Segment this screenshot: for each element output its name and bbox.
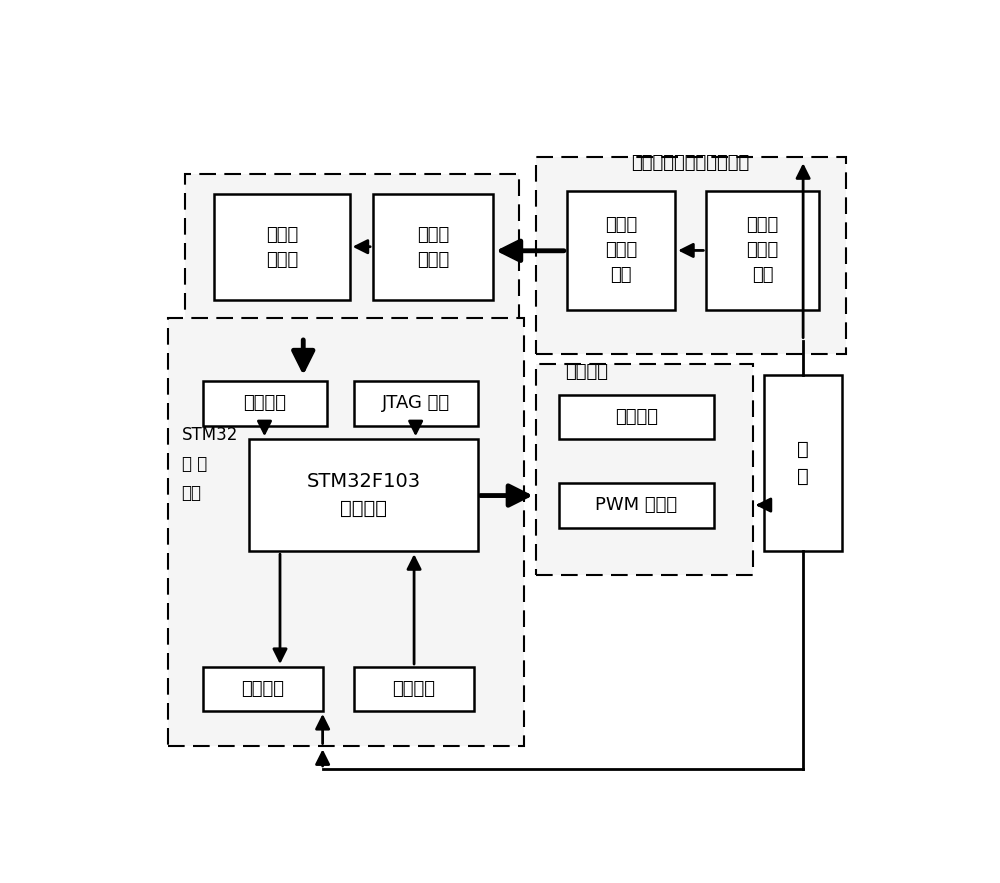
Text: 六象限光电信号采集电路: 六象限光电信号采集电路 bbox=[632, 154, 750, 171]
Text: 晶振电路: 晶振电路 bbox=[243, 395, 286, 412]
Bar bbox=[249, 439, 478, 551]
Text: 驱动结构: 驱动结构 bbox=[565, 363, 608, 381]
Bar bbox=[168, 318, 524, 746]
Text: 六象限
光电探
测器: 六象限 光电探 测器 bbox=[746, 216, 779, 284]
Text: STM32
主 控
电路: STM32 主 控 电路 bbox=[182, 426, 238, 502]
Bar bbox=[536, 365, 753, 575]
Text: 信号调
理电路: 信号调 理电路 bbox=[417, 225, 449, 268]
Bar bbox=[536, 157, 846, 354]
Bar bbox=[202, 381, 326, 426]
Text: 显示装置: 显示装置 bbox=[241, 680, 284, 698]
Bar bbox=[354, 667, 474, 711]
Bar bbox=[706, 191, 819, 310]
Text: 电
源: 电 源 bbox=[797, 440, 809, 486]
Text: 模数转
换电路: 模数转 换电路 bbox=[266, 225, 298, 268]
Text: STM32F103
主控节片: STM32F103 主控节片 bbox=[306, 472, 420, 518]
Bar bbox=[764, 374, 842, 551]
Bar bbox=[202, 667, 323, 711]
Text: JTAG 接口: JTAG 接口 bbox=[382, 395, 450, 412]
Bar bbox=[354, 381, 478, 426]
Bar bbox=[214, 194, 350, 299]
Text: 模拟信
号放大
电路: 模拟信 号放大 电路 bbox=[605, 216, 637, 284]
Bar bbox=[559, 395, 714, 439]
Text: 串口驱动: 串口驱动 bbox=[615, 408, 658, 426]
Bar bbox=[567, 191, 675, 310]
Bar bbox=[559, 483, 714, 527]
Text: 复位电路: 复位电路 bbox=[392, 680, 435, 698]
Text: PWM 波驱动: PWM 波驱动 bbox=[595, 496, 678, 515]
Bar bbox=[185, 174, 519, 337]
Bar bbox=[373, 194, 493, 299]
